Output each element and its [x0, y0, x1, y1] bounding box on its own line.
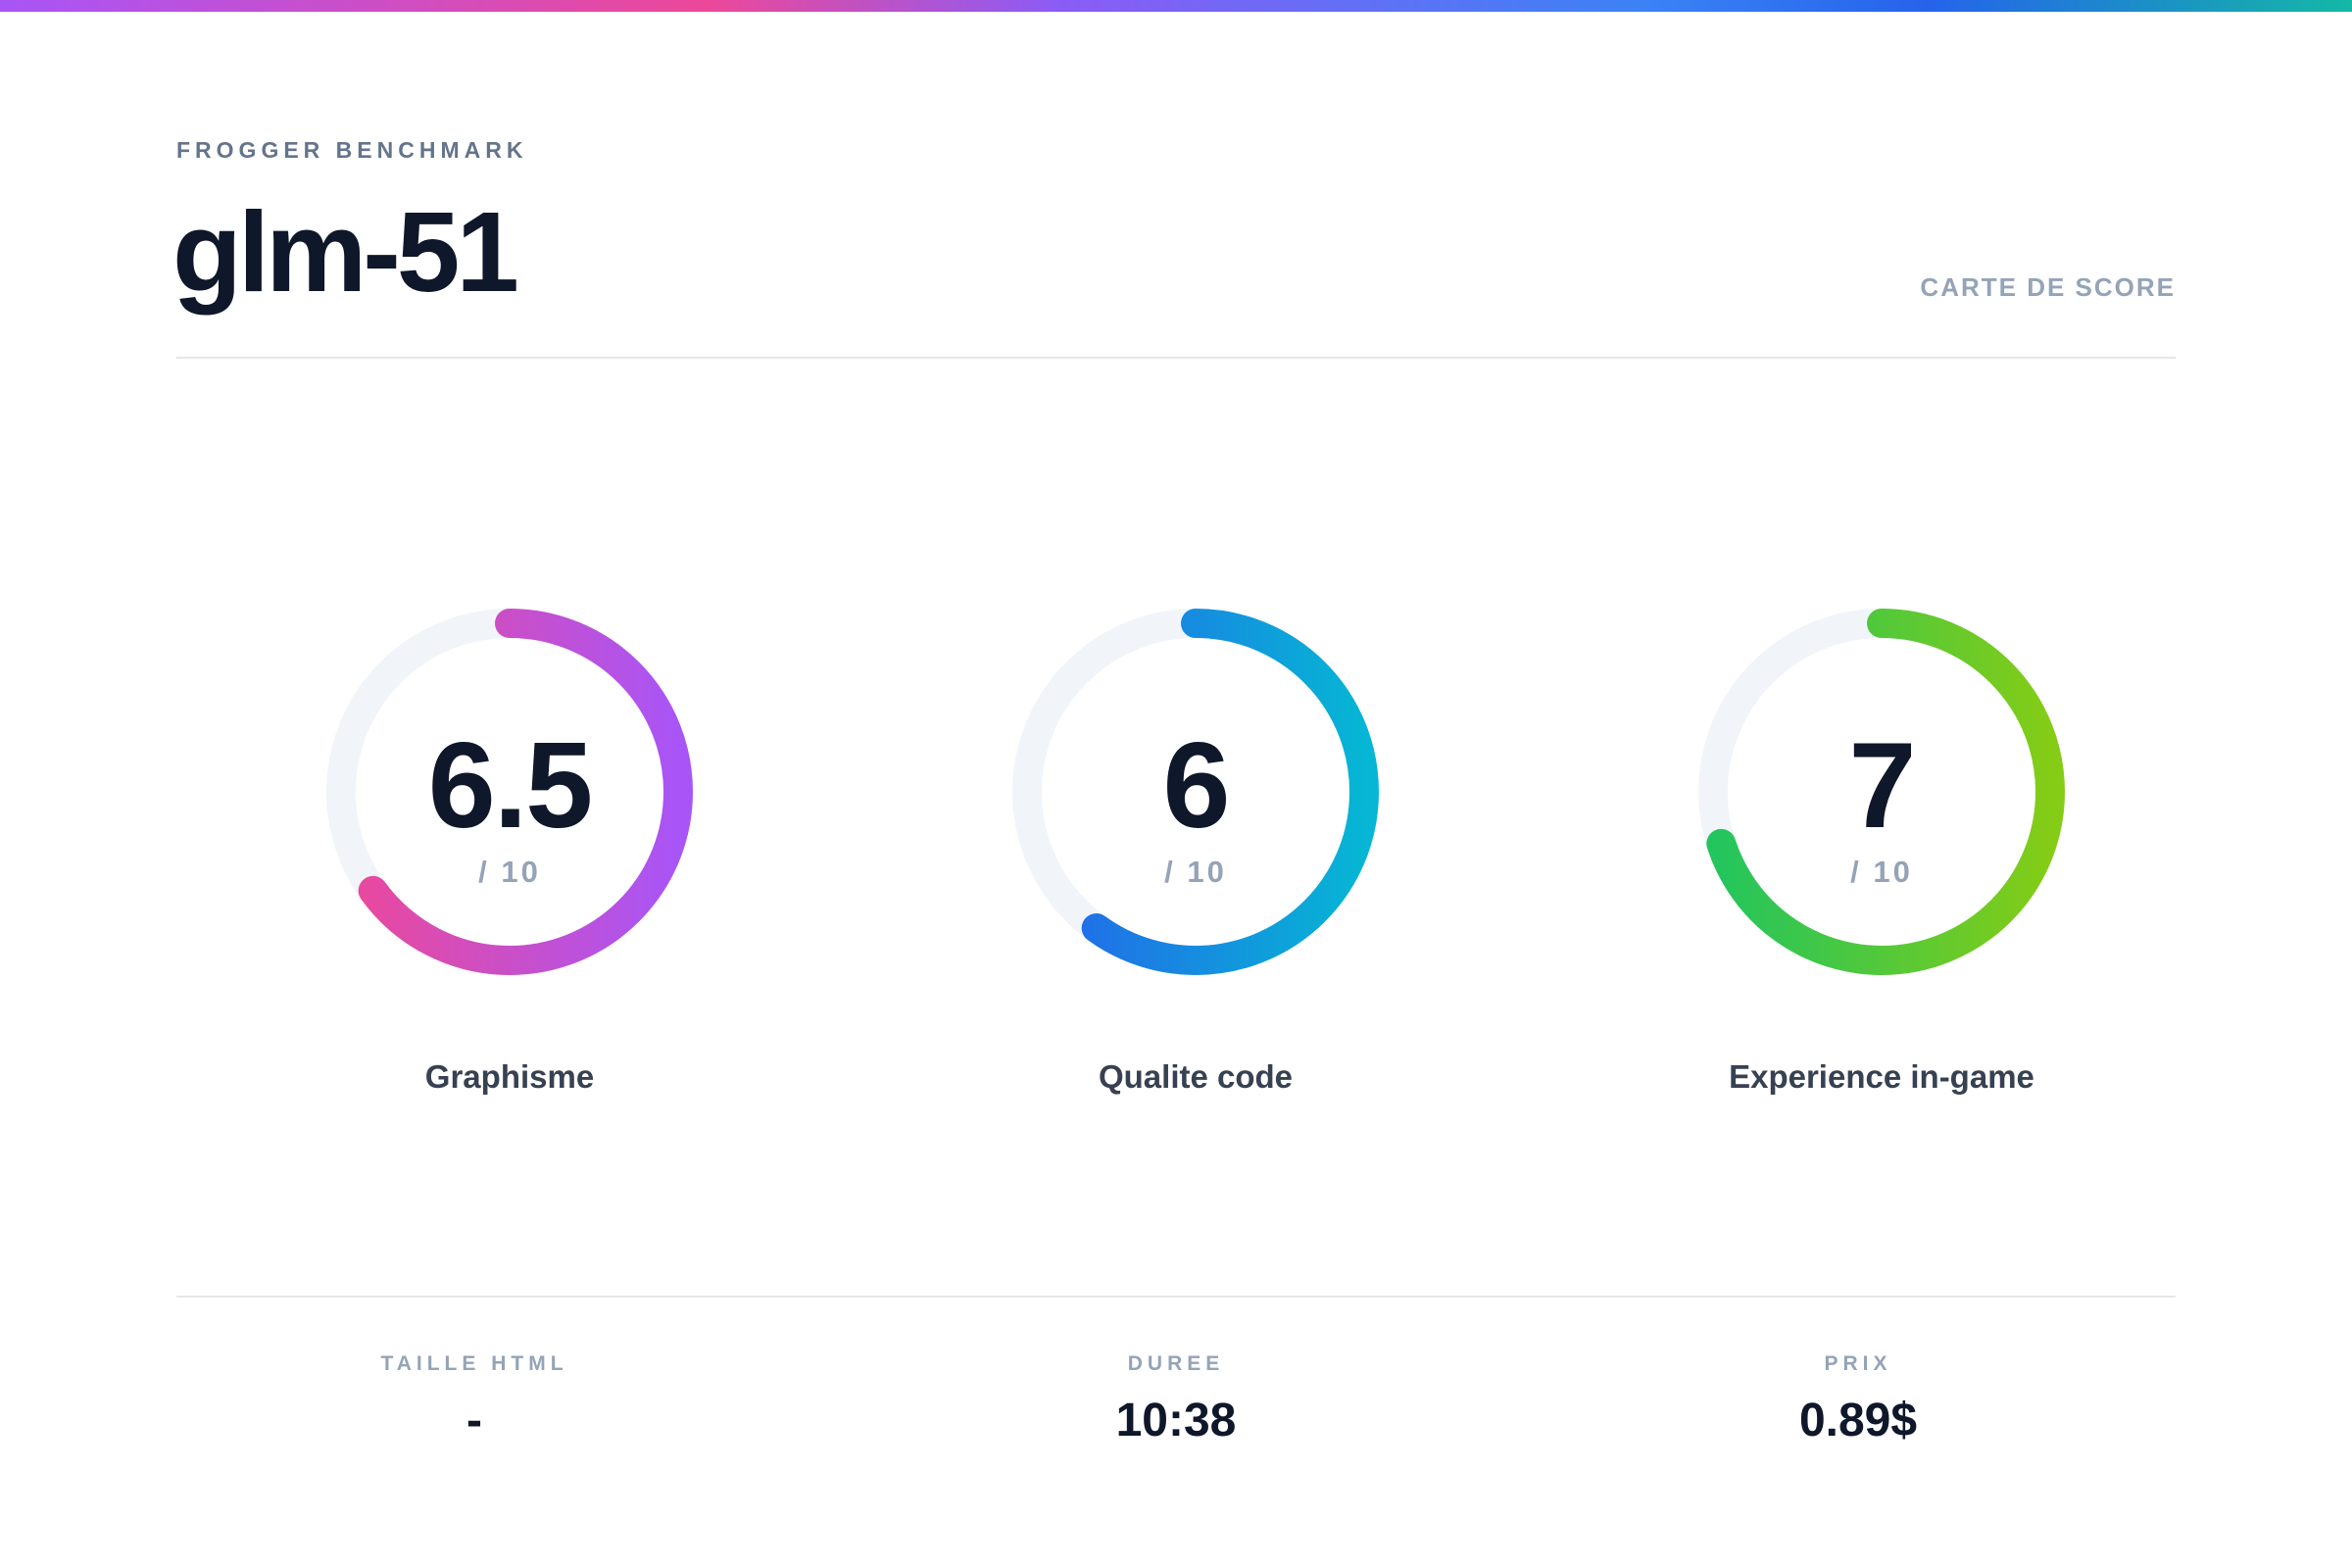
gauge-experience: 7 / 10 Experience in-game — [1607, 608, 2156, 1117]
stats-divider — [176, 1296, 2176, 1298]
gauge-label: Experience in-game — [1729, 1058, 2034, 1095]
stat-duree: DUREE 10:38 — [970, 1352, 1382, 1447]
gauge-value: 7 — [1848, 718, 1917, 854]
stats-row: TAILLE HTML - DUREE 10:38 PRIX 0.89$ — [176, 1352, 2176, 1490]
benchmark-eyebrow: FROGGER BENCHMARK — [176, 137, 528, 163]
gauge-ring-graphisme — [326, 609, 693, 975]
gauge-label: Graphisme — [424, 1058, 595, 1095]
gauge-max: / 10 — [1850, 855, 1913, 889]
gauge-max: / 10 — [1164, 855, 1227, 889]
model-title: glm-51 — [172, 188, 519, 316]
gauge-ring-qualite-code — [1012, 609, 1379, 975]
gauge-label: Qualite code — [1098, 1058, 1294, 1095]
gauge-ring-experience — [1698, 609, 2065, 975]
gauge-progress-arc — [1012, 609, 1379, 975]
gauge-qualite-code: 6 / 10 Qualite code — [921, 608, 1470, 1117]
gauge-value: 6 — [1162, 718, 1231, 854]
scorecard-label: CARTE DE SCORE — [1920, 272, 2176, 302]
gauge-value: 6.5 — [427, 718, 593, 854]
gauge-progress-arc — [1698, 609, 2065, 975]
gauge-graphisme: 6.5 / 10 Graphisme — [235, 608, 784, 1117]
stat-value: - — [466, 1395, 482, 1446]
stat-prix: PRIX 0.89$ — [1652, 1352, 2064, 1447]
stat-value: 0.89$ — [1798, 1395, 1918, 1446]
stat-taille-html: TAILLE HTML - — [269, 1352, 680, 1447]
stat-label: DUREE — [1127, 1352, 1225, 1375]
gauge-max: / 10 — [478, 855, 541, 889]
score-gauges: 6.5 / 10 Graphisme 6 / 10 Qualite code 7… — [176, 608, 2176, 1117]
stat-label: PRIX — [1824, 1352, 1892, 1375]
scorecard-header: FROGGER BENCHMARK glm-51 CARTE DE SCORE — [172, 0, 2176, 359]
stat-value: 10:38 — [1115, 1395, 1237, 1446]
stat-label: TAILLE HTML — [380, 1352, 568, 1375]
gauge-progress-arc — [326, 609, 693, 975]
top-gradient-bar — [0, 0, 2352, 12]
